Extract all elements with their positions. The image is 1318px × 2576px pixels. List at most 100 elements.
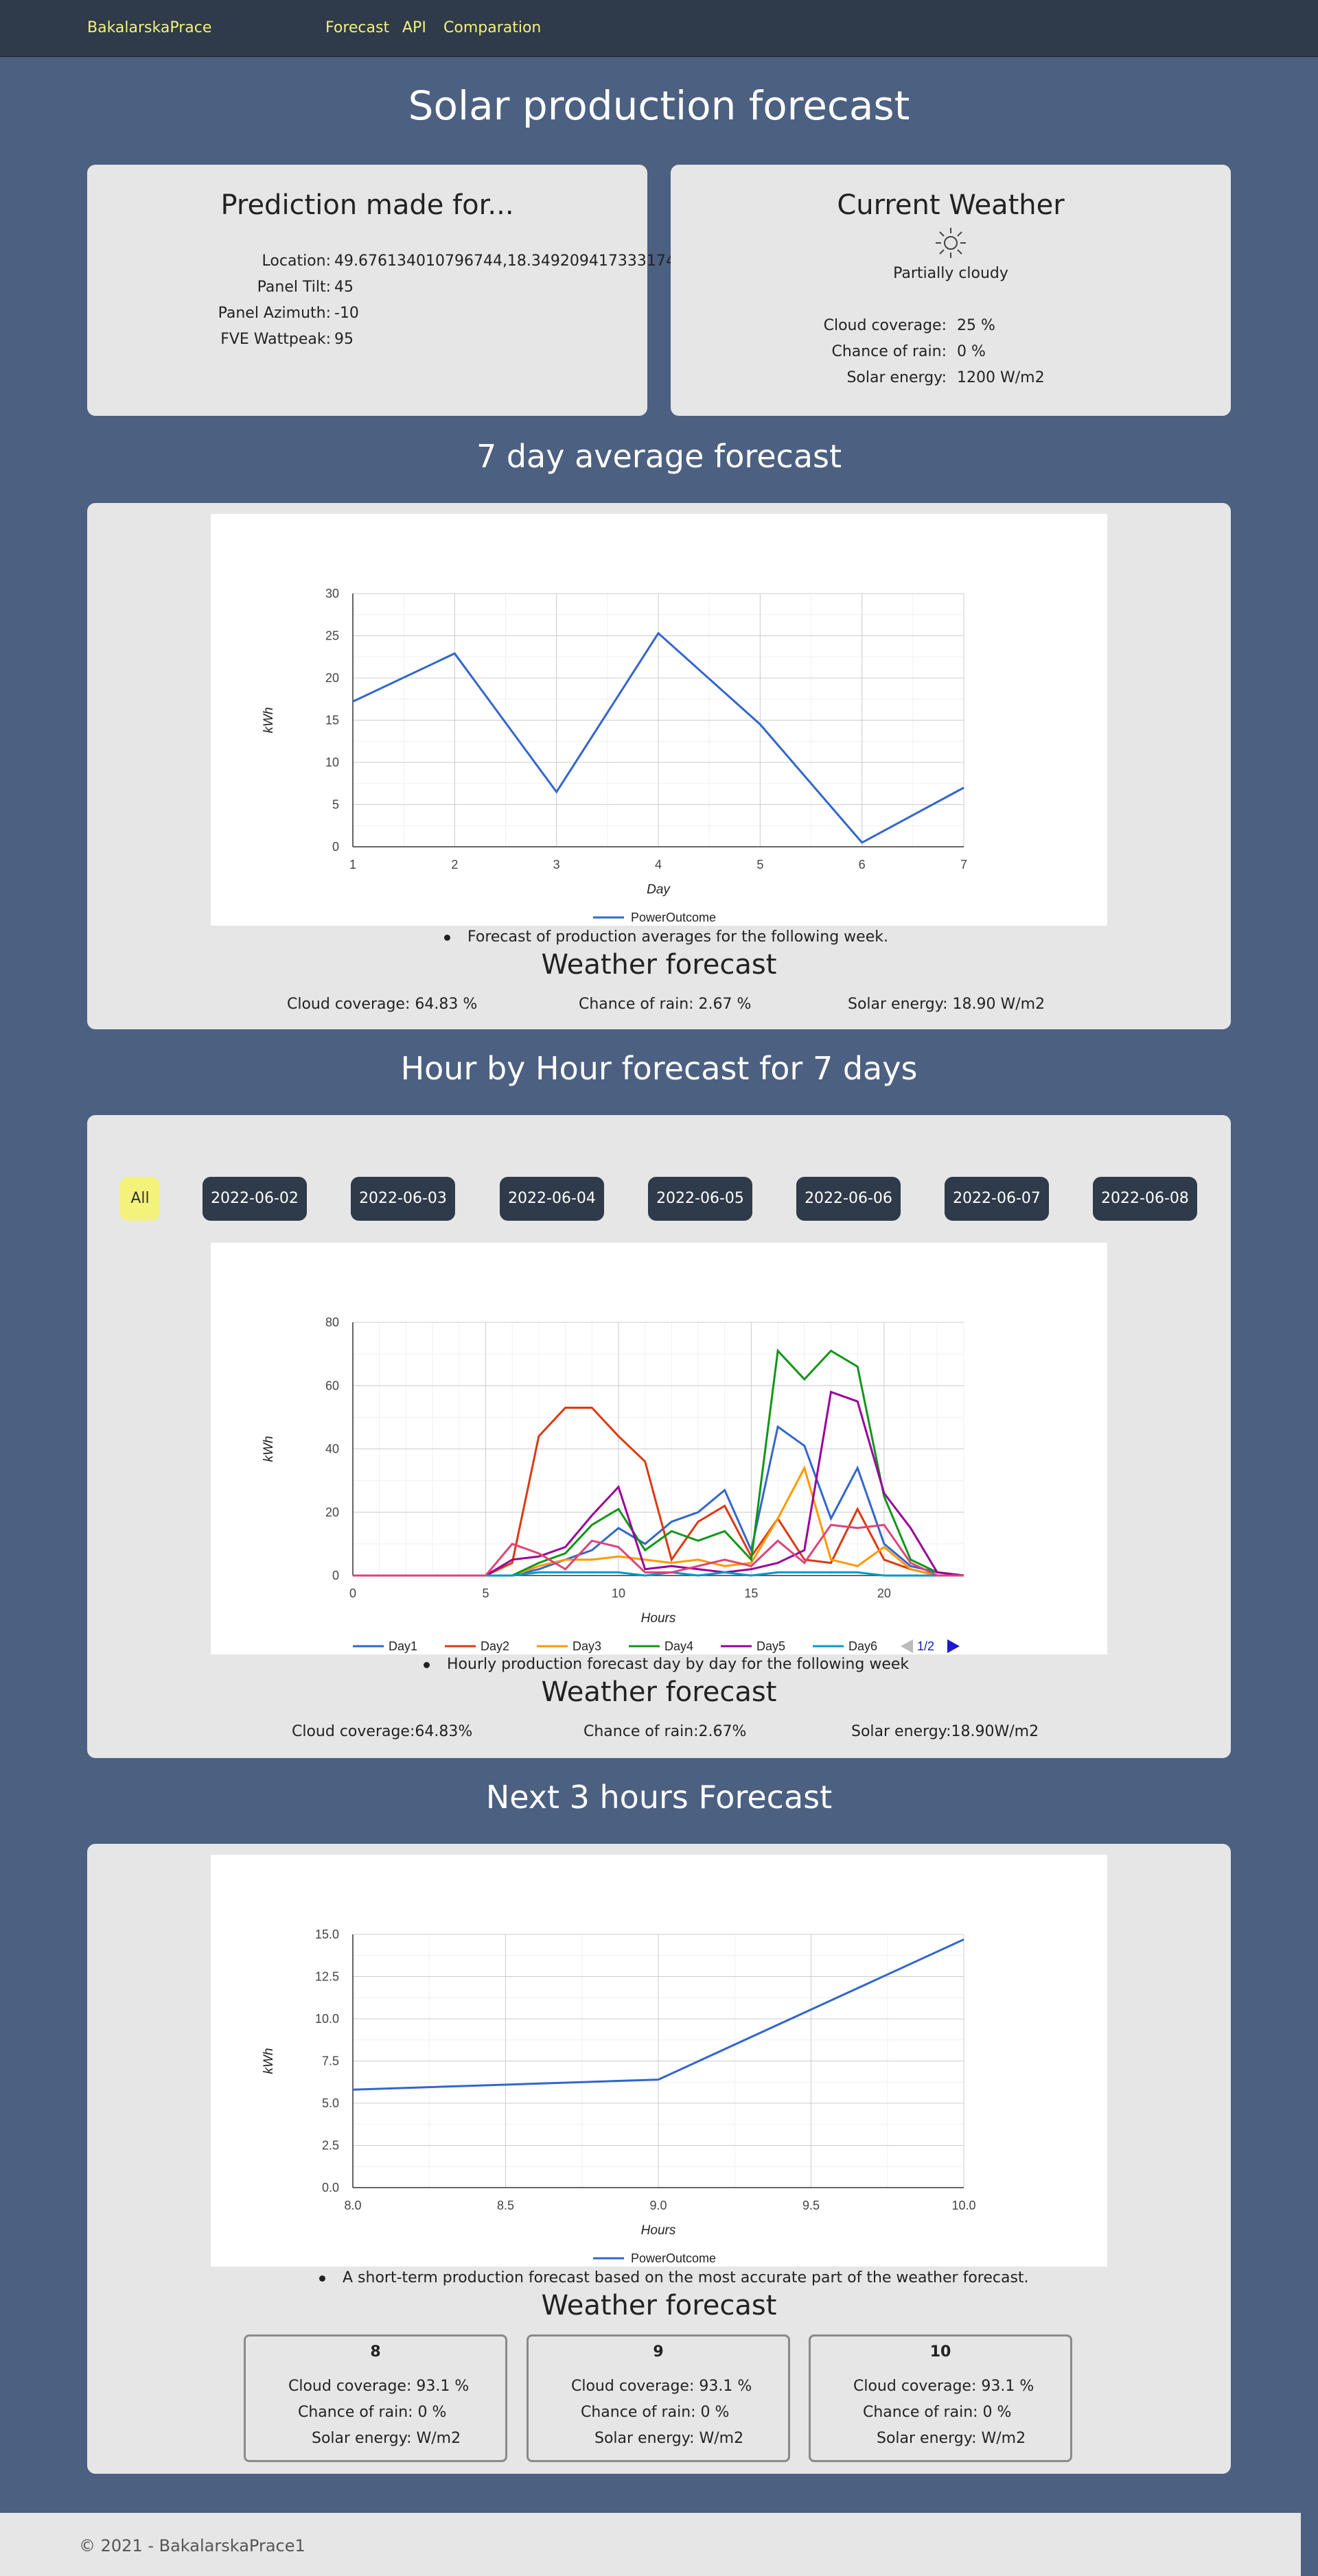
x-tick-label: 9.0 [649,2199,667,2212]
panel-azimuth-value: -10 [334,305,359,322]
avg7-title: 7 day average forecast [476,438,842,475]
x-axis-label: Hours [641,2223,676,2238]
cloud-coverage-label: Cloud coverage: [823,317,947,334]
x-axis-label: Hours [641,1611,676,1626]
y-tick-label: 30 [325,587,339,600]
y-tick-label: 5 [332,798,339,812]
legend-label-day4: Day4 [664,1639,693,1653]
x-tick-label: 9.5 [802,2199,820,2212]
y-tick-label: 15.0 [315,1928,339,1941]
legend-next-icon [947,1639,960,1653]
x-tick-label: 10 [612,1586,625,1600]
x-tick-label: 7 [960,858,967,871]
y-tick-label: 20 [325,1506,339,1519]
hour-label: 9 [653,2343,664,2361]
hour-solar: Solar energy: W/m2 [877,2430,1026,2447]
tab-2022-06-02[interactable]: 2022-06-02 [203,1177,307,1221]
cloud-coverage-value: 25 % [957,317,995,334]
tab-2022-06-04[interactable]: 2022-06-04 [500,1177,604,1221]
y-tick-label: 10.0 [315,2012,339,2026]
avg7-weather-title: Weather forecast [541,949,777,981]
y-tick-label: 0 [332,840,339,854]
nav-api-link[interactable]: API [402,19,426,36]
y-axis-label: kWh [262,2048,276,2074]
tab-2022-06-03[interactable]: 2022-06-03 [351,1177,455,1221]
hourly-note-text: Hourly production forecast day by day fo… [447,1656,910,1673]
hour-rain: Chance of rain: 0 % [863,2404,1012,2421]
tab-2022-06-07[interactable]: 2022-06-07 [945,1177,1049,1221]
hour-cloud: Cloud coverage: 93.1 % [853,2378,1034,2395]
y-tick-label: 80 [325,1315,339,1329]
hourly-cloud-coverage: Cloud coverage:64.83% [292,1723,473,1740]
sun-icon [934,226,967,259]
next3-note: A short-term production forecast based o… [319,2269,1029,2286]
hour-solar: Solar energy: W/m2 [312,2430,461,2447]
legend-label: PowerOutcome [631,911,716,924]
y-tick-label: 60 [325,1379,339,1392]
x-tick-label: 10.0 [951,2199,975,2212]
hour-rain: Chance of rain: 0 % [581,2404,730,2421]
y-tick-label: 40 [325,1442,339,1456]
current-condition: Partially cloudy [893,265,1008,282]
tab-all[interactable]: All [120,1177,160,1221]
x-tick-label: 8.5 [497,2199,514,2212]
y-tick-label: 12.5 [315,1970,339,1984]
next3-card: 0.0 2.5 5.0 7.5 10.0 12.5 15.0 8.0 8.5 9.0 9.5 10.0… [87,1844,1231,2474]
avg7-chart: 0 5 10 15 20 25 30 1 2 3 4 5 6 7 Day kWh PowerOutcome [211,514,1107,926]
series-line-day2 [353,1407,964,1577]
hourly-chart: 0 20 40 60 80 0 5 10 15 20 Hours kWh Day1 Day2 Day3 Day… [211,1243,1107,1654]
panel-tilt-label: Panel Tilt: [257,279,331,296]
y-tick-label: 20 [325,671,339,685]
hour-solar: Solar energy: W/m2 [594,2430,744,2447]
y-tick-label: 2.5 [322,2139,339,2153]
tab-2022-06-06[interactable]: 2022-06-06 [796,1177,901,1221]
hourly-title: Hour by Hour forecast for 7 days [400,1050,918,1087]
hour-box-10: 10 Cloud coverage: 93.1 % Chance of rain… [809,2334,1072,2462]
y-tick-label: 5.0 [322,2096,339,2110]
nav-comparation-link[interactable]: Comparation [443,19,542,36]
y-tick-label: 10 [325,756,339,769]
current-weather-card: Current Weather Partially cloudy Cloud c… [671,165,1231,416]
chance-of-rain-label: Chance of rain: [831,343,947,360]
series-line-poweroutcome [352,631,964,844]
footer: © 2021 - BakalarskaPrace1 [0,2513,1301,2576]
x-tick-label: 2 [451,858,458,871]
brand-link[interactable]: BakalarskaPrace [87,19,212,36]
avg7-card: 0 5 10 15 20 25 30 1 2 3 4 5 6 7 Day kWh PowerOutcome Fo… [87,503,1231,1029]
legend-label-day3: Day3 [573,1639,601,1653]
footer-text: © 2021 - BakalarskaPrace1 [79,2536,305,2555]
avg7-cloud-coverage: Cloud coverage: 64.83 % [287,996,478,1013]
bullet-dot [424,1661,430,1668]
nav-forecast-link[interactable]: Forecast [325,19,390,36]
tab-2022-06-05[interactable]: 2022-06-05 [648,1177,752,1221]
legend-label-day1: Day1 [389,1639,417,1653]
y-axis-label: kWh [262,1436,276,1462]
avg7-solar-energy: Solar energy: 18.90 W/m2 [848,996,1045,1013]
y-tick-label: 15 [325,714,339,727]
panel-tilt-value: 45 [334,279,354,296]
next3-title: Next 3 hours Forecast [485,1779,833,1816]
next3-chart: 0.0 2.5 5.0 7.5 10.0 12.5 15.0 8.0 8.5 9.0 9.5 10.0… [211,1855,1107,2267]
location-label: Location: [262,253,331,270]
page-edge [1301,2513,1318,2576]
page-title: Solar production forecast [408,82,910,129]
hour-box-9: 9 Cloud coverage: 93.1 % Chance of rain:… [527,2334,790,2462]
tab-2022-06-08[interactable]: 2022-06-08 [1093,1177,1197,1221]
avg7-chance-of-rain: Chance of rain: 2.67 % [579,996,752,1013]
x-tick-label: 5 [756,858,763,871]
y-tick-label: 25 [325,629,339,643]
hourly-solar-energy: Solar energy:18.90W/m2 [851,1723,1039,1740]
x-tick-label: 5 [482,1586,489,1600]
series-line-poweroutcome [352,1939,964,2091]
hourly-weather-title: Weather forecast [541,1676,777,1708]
hour-label: 10 [929,2343,951,2361]
x-tick-label: 8.0 [344,2199,361,2212]
legend-label-day6: Day6 [848,1639,877,1653]
series-line-day5 [353,1390,964,1577]
bullet-dot [319,2275,325,2282]
hour-box-8: 8 Cloud coverage: 93.1 % Chance of rain:… [244,2334,507,2462]
x-tick-label: 20 [877,1586,891,1600]
y-tick-label: 7.5 [322,2054,339,2068]
hour-rain: Chance of rain: 0 % [298,2404,447,2421]
next3-note-text: A short-term production forecast based o… [343,2269,1029,2286]
